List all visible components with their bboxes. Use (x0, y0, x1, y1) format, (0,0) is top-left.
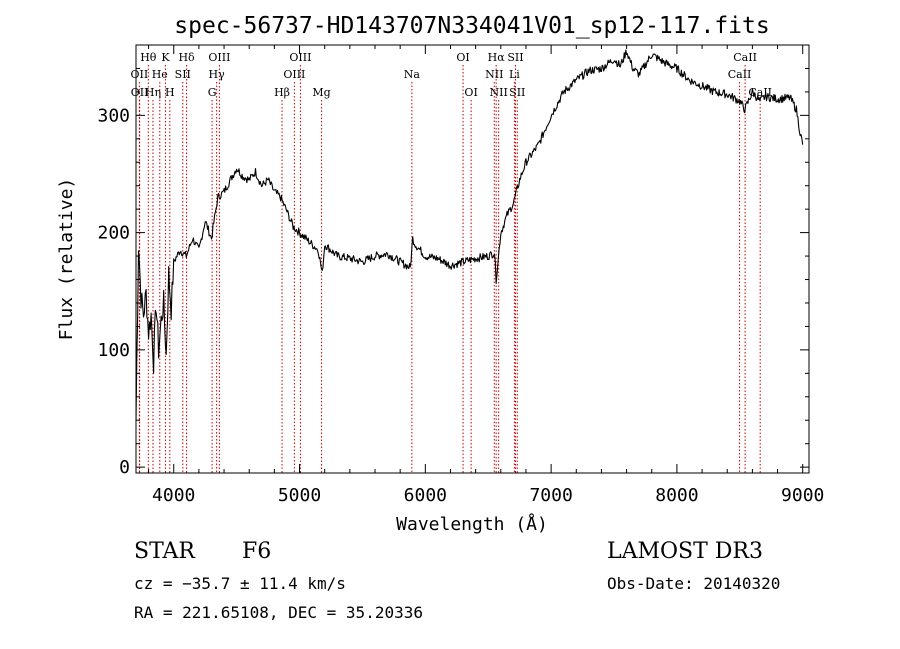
spectrum-line (135, 49, 804, 421)
line-marker-label: Hα (488, 51, 506, 64)
object-class: STAR (134, 539, 195, 564)
line-marker-label: SII (509, 86, 525, 99)
y-axis: 0 100 200 300 (97, 67, 809, 478)
spectral-line-markers (138, 65, 761, 473)
line-marker-label: SII (507, 51, 523, 64)
x-tick-label: 8000 (655, 485, 698, 506)
line-marker-label: Mg (312, 86, 330, 99)
redshift-velocity: cz = −35.7 ± 11.4 km/s (134, 574, 346, 593)
survey-name: LAMOST DR3 (607, 539, 763, 564)
line-marker-label: Hη (145, 86, 161, 99)
x-tick-label: 5000 (278, 485, 321, 506)
plot-frame (135, 44, 810, 474)
line-marker-label: He (152, 68, 168, 81)
line-marker-label: Hβ (274, 86, 290, 99)
line-marker-label: OII (131, 68, 149, 81)
line-marker-label: OIII (283, 68, 305, 81)
line-marker-label: Hγ (209, 68, 226, 81)
line-marker-label: Hθ (140, 51, 157, 64)
x-tick-label: 4000 (152, 485, 195, 506)
line-marker-label: G (208, 86, 217, 99)
line-marker-label: Hδ (178, 51, 195, 64)
x-axis: 4000 5000 6000 7000 8000 9000 (148, 45, 824, 506)
line-marker-label: Li (509, 68, 520, 81)
line-marker-label: H (165, 86, 175, 99)
line-marker-label: K (161, 51, 170, 64)
x-tick-label: 7000 (529, 485, 572, 506)
line-marker-label: OIII (289, 51, 311, 64)
spectral-subclass: F6 (242, 539, 272, 564)
line-marker-label: OI (464, 86, 477, 99)
line-marker-label: OI (456, 51, 469, 64)
line-marker-label: Na (404, 68, 421, 81)
y-tick-label: 200 (97, 223, 130, 244)
observation-date: Obs-Date: 20140320 (607, 574, 781, 593)
line-marker-label: SII (175, 68, 191, 81)
y-tick-label: 100 (97, 340, 130, 361)
line-marker-label: CaII (733, 51, 757, 64)
chart-title: spec-56737-HD143707N334041V01_sp12-117.f… (174, 13, 769, 39)
x-tick-label: 9000 (781, 485, 824, 506)
line-marker-label: NII (490, 86, 508, 99)
line-marker-label: OIII (208, 51, 230, 64)
line-marker-label: CaII (728, 68, 752, 81)
x-axis-label: Wavelength (Å) (396, 513, 548, 535)
x-tick-label: 6000 (404, 485, 447, 506)
line-marker-label: OII (131, 86, 149, 99)
line-marker-label: NII (485, 68, 503, 81)
sky-coordinates: RA = 221.65108, DEC = 35.20336 (134, 603, 423, 622)
y-tick-label: 300 (97, 105, 130, 126)
y-axis-label: Flux (relative) (56, 178, 77, 341)
y-tick-label: 0 (119, 457, 130, 478)
